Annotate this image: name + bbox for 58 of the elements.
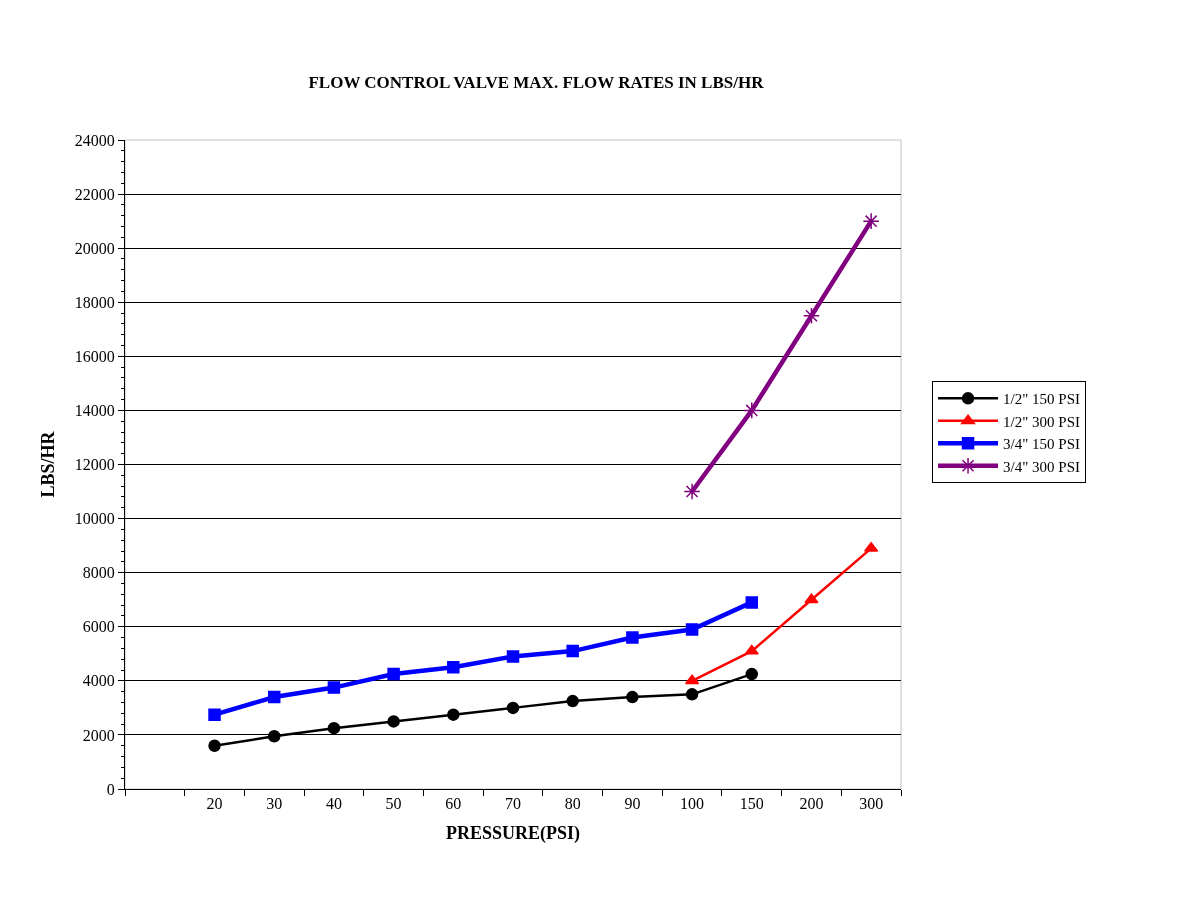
point bbox=[506, 650, 520, 663]
y-tick-label: 22000 bbox=[74, 185, 115, 203]
x-tick-label: 40 bbox=[325, 795, 342, 813]
x-axis-title: PRESSURE(PSI) bbox=[445, 823, 581, 845]
x-tick-label: 30 bbox=[266, 795, 283, 813]
point bbox=[626, 631, 639, 644]
point bbox=[327, 721, 341, 735]
point bbox=[447, 708, 460, 721]
point bbox=[862, 212, 880, 230]
point bbox=[208, 708, 221, 721]
legend-label: 1/2" 150 PSI bbox=[1003, 391, 1081, 408]
point bbox=[685, 623, 699, 636]
y-tick-label: 6000 bbox=[82, 618, 115, 636]
y-tick-label: 10000 bbox=[74, 510, 115, 528]
point bbox=[387, 715, 400, 728]
point bbox=[327, 681, 341, 694]
point bbox=[802, 307, 821, 325]
y-tick-label: 12000 bbox=[74, 456, 115, 474]
x-tick-label: 300 bbox=[859, 795, 884, 813]
x-tick-label: 50 bbox=[385, 795, 402, 813]
point bbox=[626, 690, 639, 704]
y-tick-label: 4000 bbox=[82, 672, 115, 690]
point bbox=[267, 730, 281, 743]
x-tick-label: 70 bbox=[505, 795, 521, 813]
x-tick-label: 200 bbox=[799, 795, 824, 813]
y-tick-label: 2000 bbox=[82, 726, 115, 744]
legend-label: 3/4" 150 PSI bbox=[1003, 436, 1081, 453]
x-tick-label: 90 bbox=[624, 795, 641, 813]
point bbox=[744, 644, 759, 655]
point bbox=[208, 739, 221, 752]
y-tick-label: 14000 bbox=[74, 402, 115, 420]
x-tick-label: 60 bbox=[445, 795, 462, 813]
x-tick-label: 20 bbox=[206, 795, 223, 813]
x-tick-label: 80 bbox=[564, 795, 581, 813]
y-tick-label: 18000 bbox=[74, 293, 115, 311]
y-tick-label: 24000 bbox=[74, 131, 115, 149]
point bbox=[447, 661, 460, 674]
legend-label: 3/4" 300 PSI bbox=[1003, 458, 1081, 475]
x-tick-label: 100 bbox=[680, 795, 705, 813]
point bbox=[566, 644, 579, 658]
y-tick-label: 16000 bbox=[74, 347, 115, 365]
point bbox=[743, 401, 761, 419]
legend-label: 1/2" 300 PSI bbox=[1003, 413, 1081, 430]
y-tick-label: 0 bbox=[106, 780, 115, 798]
y-tick-label: 20000 bbox=[74, 239, 115, 257]
y-axis-title: LBS/HR bbox=[38, 430, 58, 498]
point bbox=[685, 688, 699, 701]
point bbox=[745, 596, 759, 609]
y-tick-label: 8000 bbox=[82, 564, 115, 582]
point bbox=[745, 667, 759, 681]
chart-title: FLOW CONTROL VALVE MAX. FLOW RATES IN LBS/HR bbox=[308, 73, 765, 93]
x-tick-label: 150 bbox=[739, 795, 764, 813]
point bbox=[267, 690, 281, 704]
point bbox=[387, 667, 400, 681]
point bbox=[506, 701, 520, 715]
point bbox=[683, 482, 701, 501]
point bbox=[566, 694, 579, 708]
point bbox=[804, 593, 819, 604]
